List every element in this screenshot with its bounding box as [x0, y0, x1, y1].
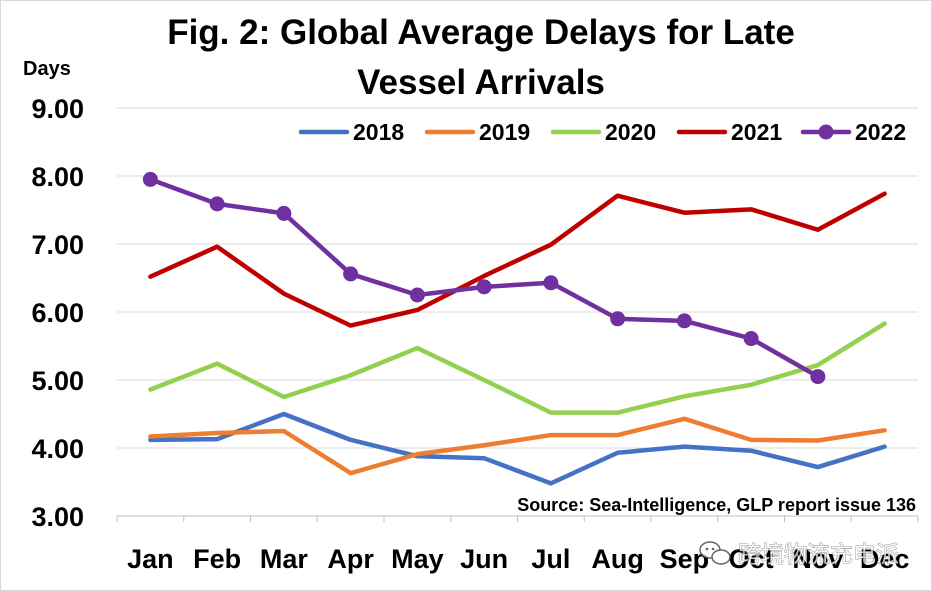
legend-label: 2022 — [855, 119, 906, 145]
data-point-2022 — [543, 275, 559, 291]
y-tick-label: 8.00 — [31, 162, 84, 192]
data-point-2022 — [409, 287, 425, 303]
x-tick-label: Oct — [729, 544, 774, 574]
y-axis-ticks: 3.00 4.00 5.00 6.00 7.00 8.00 9.00 — [31, 94, 84, 532]
legend-item-2019: 2019 — [424, 119, 530, 145]
series-2018 — [148, 411, 887, 486]
x-tick-label: Nov — [792, 544, 843, 574]
chart-title-line-2: Vessel Arrivals — [357, 63, 605, 102]
data-point-2022 — [276, 205, 292, 221]
legend-item-2020: 2020 — [550, 119, 656, 145]
x-tick-label: Feb — [193, 544, 241, 574]
data-point-2022 — [142, 171, 158, 187]
watermark-text: 跨境物流充电派 — [738, 542, 899, 568]
data-point-2022 — [610, 311, 626, 327]
legend-label: 2018 — [353, 119, 404, 145]
series-line-2018 — [148, 411, 887, 486]
series-2020 — [148, 321, 887, 415]
wechat-icon — [699, 541, 731, 565]
x-tick-label: Apr — [327, 544, 374, 574]
source-annotation: Source: Sea-Intelligence, GLP report iss… — [517, 495, 916, 515]
series-line-2020 — [148, 321, 887, 415]
chart-title-line-1: Fig. 2: Global Average Delays for Late — [167, 13, 795, 52]
data-point-2022 — [209, 196, 225, 212]
series-2019 — [148, 416, 887, 476]
x-tick-label: Aug — [591, 544, 643, 574]
data-point-2022 — [343, 266, 359, 282]
series-2021 — [148, 191, 887, 328]
x-tick-label: Jul — [531, 544, 570, 574]
y-tick-label: 4.00 — [31, 434, 84, 464]
x-tick-label: May — [391, 544, 444, 574]
data-point-2022 — [810, 369, 826, 385]
series-lines — [142, 171, 887, 486]
x-axis-ticks: Jan Feb Mar Apr May Jun Jul Aug Sep Oct Nov Dec — [127, 544, 909, 574]
y-tick-label: 5.00 — [31, 366, 84, 396]
legend-item-2018: 2018 — [298, 119, 404, 145]
x-tick-label: Mar — [260, 544, 309, 574]
y-tick-label: 9.00 — [31, 94, 84, 124]
x-tick-label: Dec — [860, 544, 910, 574]
data-point-2022 — [743, 331, 759, 347]
data-point-2022 — [476, 279, 492, 295]
series-line-2021 — [148, 191, 887, 328]
y-tick-label: 6.00 — [31, 298, 84, 328]
data-point-2022 — [676, 313, 692, 329]
watermark: 跨境物流充电派 — [699, 541, 899, 568]
axes — [116, 515, 919, 522]
legend-label: 2021 — [731, 119, 782, 145]
y-tick-label: 3.00 — [31, 502, 84, 532]
legend-marker — [818, 124, 834, 140]
legend-item-2021: 2021 — [676, 119, 782, 145]
legend: 2018 2019 2020 2021 2022 — [298, 119, 906, 145]
legend-label: 2020 — [605, 119, 656, 145]
x-tick-label: Jan — [127, 544, 174, 574]
y-tick-label: 7.00 — [31, 230, 84, 260]
series-line-2019 — [148, 416, 887, 476]
legend-label: 2019 — [479, 119, 530, 145]
series-2022 — [142, 171, 826, 385]
y-axis-label: Days — [23, 58, 71, 80]
legend-item-2022: 2022 — [800, 119, 906, 145]
x-tick-label: Jun — [460, 544, 508, 574]
